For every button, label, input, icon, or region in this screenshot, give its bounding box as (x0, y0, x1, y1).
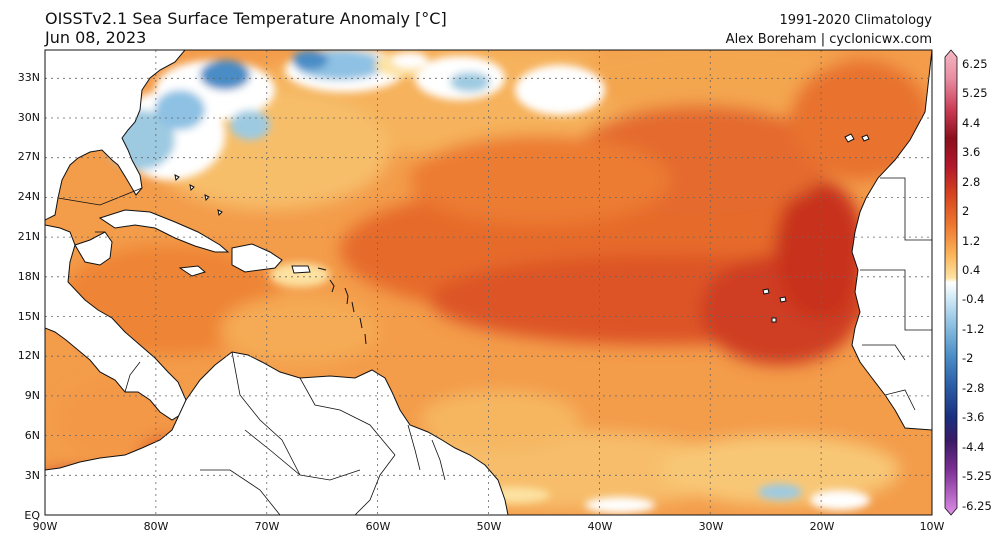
lon-label-30w: 30W (699, 520, 724, 533)
lon-label-20w: 20W (810, 520, 835, 533)
lat-label-12n: 12N (18, 349, 40, 362)
lat-label-30n: 30N (18, 111, 40, 124)
latitude-axis: EQ 3N 6N 9N 12N 15N 18N 21N 24N 27N 30N … (18, 71, 41, 522)
lat-label-27n: 27N (18, 150, 40, 163)
land-masses (45, 50, 932, 515)
lon-label-90w: 90W (33, 520, 58, 533)
cb-label-6.25: 6.25 (962, 57, 988, 71)
cb-label-neg-2: -2 (962, 351, 973, 365)
colorbar-gradient (944, 49, 958, 516)
cb-label-2.8: 2.8 (962, 175, 980, 189)
map-date: Jun 08, 2023 (45, 28, 147, 47)
map-title: OISSTv2.1 Sea Surface Temperature Anomal… (45, 9, 447, 28)
cb-label-5.25: 5.25 (962, 86, 988, 100)
map-title-block: OISSTv2.1 Sea Surface Temperature Anomal… (45, 9, 447, 47)
cb-label-neg-3.6: -3.6 (962, 410, 984, 424)
lesser-antilles (317, 267, 367, 345)
lon-label-60w: 60W (366, 520, 391, 533)
cb-label-1.2: 1.2 (962, 234, 980, 248)
credit-block: 1991-2020 Climatology Alex Boreham | cyc… (726, 11, 932, 49)
longitude-axis: 90W 80W 70W 60W 50W 40W 30W 20W 10W (33, 520, 945, 533)
author-credit: Alex Boreham | cyclonicwx.com (725, 32, 932, 47)
climatology-label: 1991-2020 Climatology (779, 13, 932, 28)
cb-label-4.4: 4.4 (962, 116, 980, 130)
lat-label-18n: 18N (18, 270, 40, 283)
cb-label-0.4: 0.4 (962, 263, 980, 277)
lat-label-15n: 15N (18, 310, 40, 323)
lon-label-40w: 40W (588, 520, 613, 533)
lon-label-10w: 10W (920, 520, 945, 533)
gridlines (45, 50, 932, 515)
lat-label-eq: EQ (24, 509, 40, 522)
borders (57, 177, 932, 515)
map-frame (44, 49, 933, 516)
cb-label-neg-0.4: -0.4 (962, 292, 984, 306)
lon-label-70w: 70W (255, 520, 280, 533)
colorbar: 6.25 5.25 4.4 3.6 2.8 2 1.2 0.4 -0.4 -1.… (944, 49, 992, 516)
cb-label-neg-5.25: -5.25 (962, 469, 992, 483)
cb-label-neg-1.2: -1.2 (962, 322, 984, 336)
lat-label-3n: 3N (25, 469, 40, 482)
lon-label-80w: 80W (144, 520, 169, 533)
lon-label-50w: 50W (477, 520, 502, 533)
cb-label-neg-4.4: -4.4 (962, 440, 984, 454)
lat-label-33n: 33N (18, 71, 40, 84)
cb-label-3.6: 3.6 (962, 145, 980, 159)
sst-field (45, 50, 932, 515)
lat-label-9n: 9N (25, 389, 40, 402)
cb-label-neg-6.25: -6.25 (962, 499, 992, 513)
lat-label-6n: 6N (25, 429, 40, 442)
lat-label-24n: 24N (18, 190, 40, 203)
lat-label-21n: 21N (18, 230, 40, 243)
cb-label-neg-2.8: -2.8 (962, 381, 984, 395)
cb-label-2: 2 (962, 204, 969, 218)
